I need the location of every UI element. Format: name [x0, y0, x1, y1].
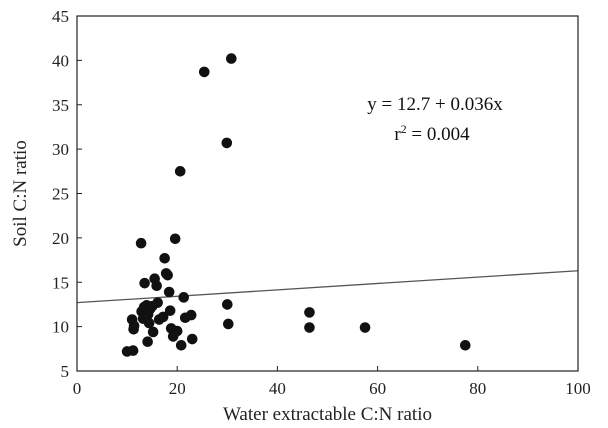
data-point — [142, 336, 153, 348]
y-axis-ticks: 5 10 15 20 25 30 35 40 45 — [52, 7, 82, 381]
r-squared-label: r2 = 0.004 — [394, 122, 470, 145]
x-tick-label: 20 — [169, 379, 186, 398]
data-point — [178, 292, 190, 303]
y-tick-label: 5 — [61, 362, 70, 381]
data-point — [186, 333, 198, 345]
x-tick-label: 40 — [269, 379, 286, 398]
data-point — [169, 233, 181, 245]
data-point — [157, 311, 169, 323]
data-point — [223, 318, 234, 330]
data-point — [304, 307, 315, 318]
data-point — [128, 320, 140, 332]
data-point — [175, 339, 187, 351]
y-tick-label: 40 — [52, 51, 69, 70]
data-point — [171, 325, 183, 337]
y-tick-label: 35 — [52, 96, 69, 115]
data-point — [185, 309, 197, 321]
x-tick-label: 0 — [73, 379, 82, 398]
plot-frame — [76, 15, 579, 372]
regression-equation: y = 12.7 + 0.036x — [367, 94, 503, 115]
data-point — [164, 305, 176, 316]
data-point — [151, 280, 162, 292]
y-tick-label: 10 — [52, 318, 69, 337]
data-point — [226, 53, 237, 64]
r2-base: r — [394, 124, 401, 145]
regression-line — [76, 270, 579, 304]
y-tick-label: 25 — [52, 185, 69, 204]
data-point — [359, 322, 371, 333]
y-axis-title: Soil C:N ratio — [10, 140, 31, 247]
x-tick-label: 80 — [469, 379, 486, 398]
data-point — [127, 345, 139, 356]
y-tick-label: 45 — [52, 7, 69, 26]
data-point — [459, 339, 471, 351]
data-point — [198, 66, 210, 78]
data-point — [139, 277, 150, 289]
data-point — [174, 166, 186, 177]
x-axis-title: Water extractable C:N ratio — [223, 404, 432, 425]
data-point — [135, 237, 147, 249]
x-tick-label: 60 — [369, 379, 386, 398]
data-point — [304, 322, 315, 333]
data-point — [163, 286, 175, 298]
r2-superscript: 2 — [401, 122, 407, 136]
data-point — [147, 326, 159, 338]
data-point — [152, 297, 163, 308]
data-point — [162, 269, 173, 281]
data-point — [222, 299, 233, 310]
r2-value: = 0.004 — [407, 124, 470, 145]
y-tick-label: 30 — [52, 140, 69, 159]
data-point — [221, 137, 233, 149]
data-point — [159, 252, 170, 264]
y-tick-label: 20 — [52, 229, 69, 248]
data-point — [143, 317, 155, 329]
y-tick-label: 15 — [52, 273, 69, 292]
data-points — [121, 53, 471, 357]
x-tick-label: 100 — [565, 379, 591, 398]
